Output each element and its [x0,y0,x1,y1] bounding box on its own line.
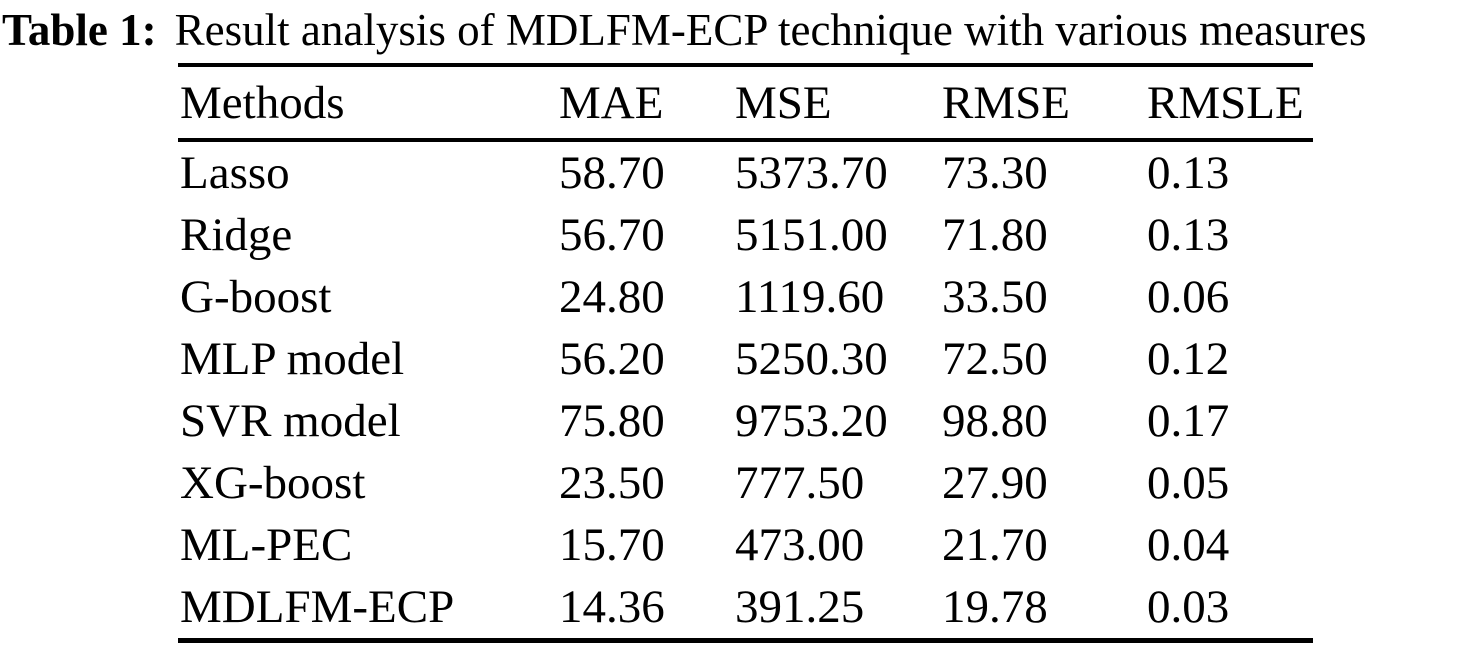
cell-mse: 5250.30 [735,333,888,385]
cell-method: SVR model [180,395,401,447]
table-row: G-boost 24.80 1119.60 33.50 0.06 [178,266,1313,328]
table-row: XG-boost 23.50 777.50 27.90 0.05 [178,452,1313,514]
table-caption-text: Result analysis of MDLFM-ECP technique w… [174,5,1367,55]
cell-rmsle: 0.17 [1147,395,1230,447]
cell-rmse: 98.80 [942,395,1048,447]
cell-mse: 391.25 [735,581,865,633]
table-row: SVR model 75.80 9753.20 98.80 0.17 [178,390,1313,452]
table-row: Lasso 58.70 5373.70 73.30 0.13 [178,142,1313,204]
table-bottom-rule [178,638,1313,643]
column-header-mse: MSE [735,76,832,129]
cell-method: MDLFM-ECP [180,581,455,633]
cell-rmse: 27.90 [942,457,1048,509]
cell-method: MLP model [180,333,405,385]
cell-rmse: 73.30 [942,147,1048,199]
column-header-mae: MAE [559,76,664,129]
table-header-rule [178,138,1313,142]
cell-method: G-boost [180,271,332,323]
cell-mae: 14.36 [559,581,665,633]
cell-mae: 58.70 [559,147,665,199]
cell-method: XG-boost [180,457,366,509]
column-header-rmse: RMSE [942,76,1070,129]
table-row: Ridge 56.70 5151.00 71.80 0.13 [178,204,1313,266]
cell-method: Ridge [180,209,293,261]
cell-rmsle: 0.12 [1147,333,1230,385]
cell-mae: 23.50 [559,457,665,509]
cell-mse: 5151.00 [735,209,888,261]
cell-rmsle: 0.05 [1147,457,1230,509]
table-row: ML-PEC 15.70 473.00 21.70 0.04 [178,514,1313,576]
cell-rmsle: 0.06 [1147,271,1230,323]
cell-rmse: 72.50 [942,333,1048,385]
table-caption: Table 1: Result analysis of MDLFM-ECP tec… [2,2,1475,58]
cell-rmse: 71.80 [942,209,1048,261]
cell-rmsle: 0.04 [1147,519,1230,571]
cell-rmsle: 0.13 [1147,209,1230,261]
cell-mse: 777.50 [735,457,865,509]
cell-rmsle: 0.13 [1147,147,1230,199]
cell-rmse: 19.78 [942,581,1048,633]
cell-mae: 15.70 [559,519,665,571]
cell-mse: 9753.20 [735,395,888,447]
table-row: MDLFM-ECP 14.36 391.25 19.78 0.03 [178,576,1313,638]
table-body: Lasso 58.70 5373.70 73.30 0.13 Ridge 56.… [178,142,1313,638]
cell-rmse: 21.70 [942,519,1048,571]
table-header-row: Methods MAE MSE RMSE RMSLE [178,67,1313,138]
cell-mae: 24.80 [559,271,665,323]
cell-rmsle: 0.03 [1147,581,1230,633]
column-header-methods: Methods [180,76,345,129]
table-row: MLP model 56.20 5250.30 72.50 0.12 [178,328,1313,390]
column-header-rmsle: RMSLE [1147,76,1304,129]
cell-rmse: 33.50 [942,271,1048,323]
table-top-rule [178,63,1313,67]
cell-mse: 473.00 [735,519,865,571]
cell-mae: 56.70 [559,209,665,261]
cell-method: ML-PEC [180,519,353,571]
results-table: Methods MAE MSE RMSE RMSLE Lasso 58.70 5… [178,63,1313,643]
cell-mse: 1119.60 [735,271,885,323]
table-caption-label: Table 1: [2,5,157,55]
cell-mae: 75.80 [559,395,665,447]
cell-mse: 5373.70 [735,147,888,199]
cell-method: Lasso [180,147,290,199]
cell-mae: 56.20 [559,333,665,385]
